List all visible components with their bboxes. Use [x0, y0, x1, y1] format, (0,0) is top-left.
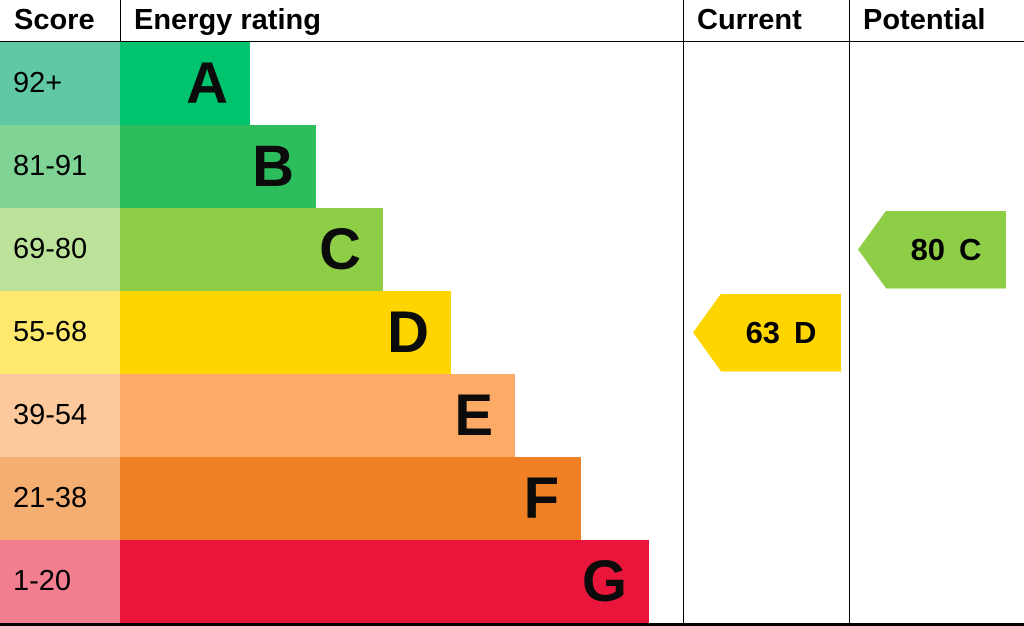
header-score: Score [14, 4, 95, 36]
band-letter: A [186, 50, 228, 116]
current-band-letter: D [794, 315, 817, 350]
band-letter: F [523, 465, 559, 531]
band-letter: E [454, 382, 493, 448]
column-divider-current [683, 0, 684, 623]
band-bar-g: G [120, 540, 649, 623]
potential-rating-arrow: 80 C [858, 210, 1006, 289]
band-score-range: 69-80 [0, 208, 120, 291]
header-current: Current [697, 4, 802, 36]
band-score-range: 92+ [0, 42, 120, 125]
potential-value: 80 [910, 232, 946, 267]
band-score-range: 21-38 [0, 457, 120, 540]
current-value: 63 [745, 315, 781, 350]
band-row-a: 92+ A [0, 42, 683, 125]
band-bar-b: B [120, 125, 316, 208]
header-energy-rating: Energy rating [134, 4, 321, 36]
band-score-range: 81-91 [0, 125, 120, 208]
band-score-range: 55-68 [0, 291, 120, 374]
band-bar-a: A [120, 42, 250, 125]
header-potential: Potential [863, 4, 986, 36]
band-letter: B [252, 133, 294, 199]
band-row-e: 39-54 E [0, 374, 683, 457]
column-divider-score [120, 0, 121, 42]
band-row-f: 21-38 F [0, 457, 683, 540]
potential-band-letter: C [959, 232, 982, 267]
band-letter: C [319, 216, 361, 282]
band-row-g: 1-20 G [0, 540, 683, 623]
band-row-c: 69-80 C [0, 208, 683, 291]
band-row-d: 55-68 D [0, 291, 683, 374]
band-letter: G [581, 548, 627, 614]
band-bar-c: C [120, 208, 383, 291]
band-score-range: 1-20 [0, 540, 120, 623]
current-rating-arrow: 63 D [693, 293, 841, 372]
bands-container: 92+ A 81-91 B 69-80 C 55-68 D 39-54 E 21-38 F 1-20 G [0, 42, 683, 623]
band-bar-e: E [120, 374, 515, 457]
band-score-range: 39-54 [0, 374, 120, 457]
header-row: Score Energy rating Current Potential [0, 0, 1024, 42]
column-divider-potential [849, 0, 850, 623]
band-letter: D [387, 299, 429, 365]
band-bar-d: D [120, 291, 451, 374]
band-row-b: 81-91 B [0, 125, 683, 208]
band-bar-f: F [120, 457, 581, 540]
